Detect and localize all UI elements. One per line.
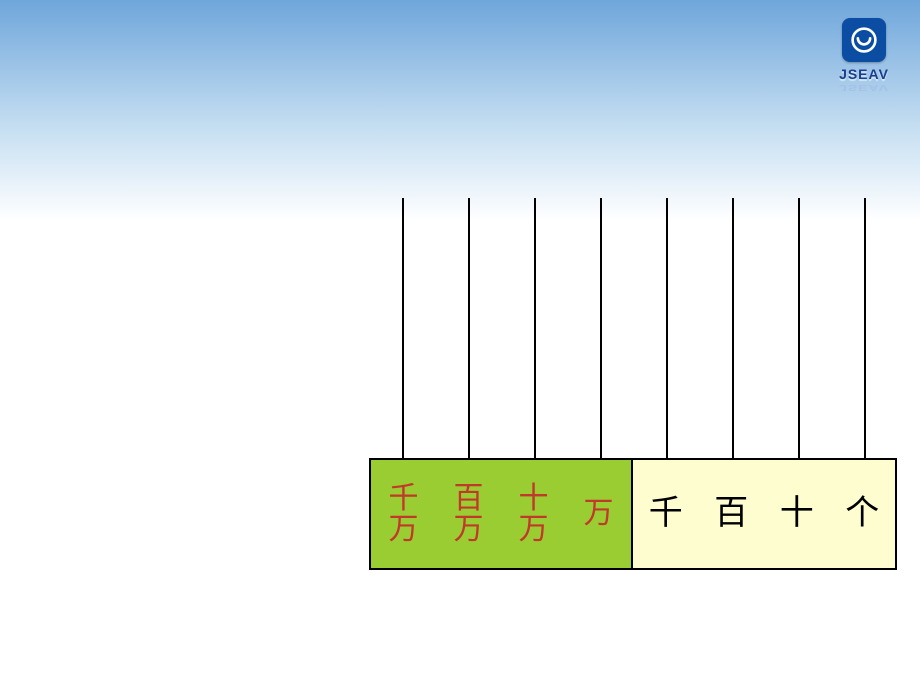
place-value-char: 百 (714, 496, 748, 532)
place-value-abacus: 千万百万十万万千百十个 (362, 0, 906, 570)
place-value-cell: 千 (633, 496, 699, 532)
place-value-char: 万 (519, 514, 549, 546)
place-value-cell: 十万 (501, 483, 566, 546)
place-value-char: 千 (649, 496, 683, 532)
place-value-label: 千 (649, 496, 683, 532)
place-value-panel-right: 千百十个 (633, 458, 897, 570)
place-value-label: 万 (584, 498, 614, 530)
place-value-char: 万 (454, 514, 484, 546)
place-value-cell: 百万 (436, 483, 501, 546)
place-value-char: 百 (454, 483, 484, 515)
place-value-cell: 百 (699, 496, 765, 532)
abacus-rod (732, 198, 734, 458)
place-value-cell: 十 (764, 496, 830, 532)
abacus-rod (468, 198, 470, 458)
place-value-char: 十 (519, 483, 549, 515)
place-value-label: 百万 (454, 483, 484, 546)
place-value-cell: 个 (830, 496, 896, 532)
place-value-char: 千 (389, 483, 419, 515)
abacus-rod (666, 198, 668, 458)
place-value-label: 十万 (519, 483, 549, 546)
abacus-rod (864, 198, 866, 458)
place-value-char: 万 (389, 514, 419, 546)
place-value-char: 十 (780, 496, 814, 532)
abacus-rod (600, 198, 602, 458)
place-value-label: 十 (780, 496, 814, 532)
place-value-label: 百 (714, 496, 748, 532)
abacus-rod (534, 198, 536, 458)
place-value-label: 个 (845, 496, 879, 532)
abacus-rod (402, 198, 404, 458)
place-value-label: 千万 (389, 483, 419, 546)
abacus-rod (798, 198, 800, 458)
place-value-panel-left: 千万百万十万万 (369, 458, 633, 570)
place-value-char: 个 (845, 496, 879, 532)
place-value-cell: 万 (566, 498, 631, 530)
place-value-cell: 千万 (371, 483, 436, 546)
place-value-char: 万 (584, 498, 614, 530)
